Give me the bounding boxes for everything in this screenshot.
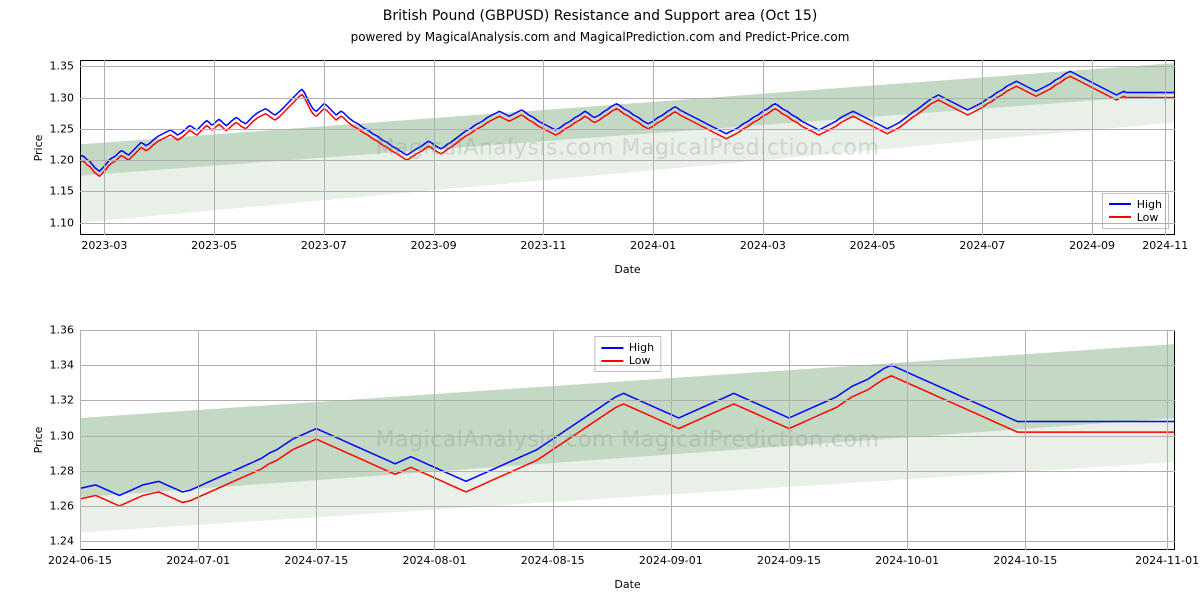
x-tick-label: 2024-07-01 (166, 550, 230, 567)
x-tick-label: 2024-06-15 (48, 550, 112, 567)
gridline (982, 60, 983, 235)
y-axis-label: Price (32, 427, 45, 454)
x-axis-label: Date (614, 578, 640, 591)
x-tick-label: 2024-11-01 (1135, 550, 1199, 567)
gridline (80, 541, 1175, 542)
gridline (763, 60, 764, 235)
x-tick-label: 2024-05 (850, 235, 896, 252)
x-tick-label: 2024-07-15 (284, 550, 348, 567)
x-tick-label: 2023-03 (81, 235, 127, 252)
top-plot-area: MagicalAnalysis.com MagicalPrediction.co… (80, 60, 1175, 235)
gridline (907, 330, 908, 550)
gridline (653, 60, 654, 235)
y-tick-label: 1.35 (50, 60, 81, 73)
x-tick-label: 2024-11 (1142, 235, 1188, 252)
x-tick-label: 2024-09 (1069, 235, 1115, 252)
gridline (80, 365, 1175, 366)
y-tick-label: 1.25 (50, 122, 81, 135)
gridline (80, 160, 1175, 161)
x-tick-label: 2024-10-15 (993, 550, 1057, 567)
x-tick-label: 2023-05 (191, 235, 237, 252)
y-tick-label: 1.34 (50, 359, 81, 372)
gridline (1092, 60, 1093, 235)
x-tick-label: 2024-08-15 (521, 550, 585, 567)
x-tick-label: 2023-09 (411, 235, 457, 252)
y-tick-label: 1.28 (50, 464, 81, 477)
y-tick-label: 1.32 (50, 394, 81, 407)
x-tick-label: 2024-01 (630, 235, 676, 252)
gridline (80, 129, 1175, 130)
gridline (80, 436, 1175, 437)
gridline (80, 191, 1175, 192)
top-legend: HighLow (1102, 193, 1169, 229)
y-tick-label: 1.20 (50, 154, 81, 167)
gridline (214, 60, 215, 235)
gridline (316, 330, 317, 550)
x-tick-label: 2023-11 (520, 235, 566, 252)
gridline (873, 60, 874, 235)
gridline (434, 60, 435, 235)
legend-item: High (1109, 198, 1162, 211)
bottom-chart-panel: MagicalAnalysis.com MagicalPrediction.co… (80, 330, 1175, 550)
gridline (789, 330, 790, 550)
x-tick-label: 2024-09-15 (757, 550, 821, 567)
gridline (198, 330, 199, 550)
x-tick-label: 2024-03 (740, 235, 786, 252)
legend-swatch (601, 347, 623, 349)
legend-swatch (1109, 216, 1131, 218)
bottom-plot-area: MagicalAnalysis.com MagicalPrediction.co… (80, 330, 1175, 550)
y-tick-label: 1.26 (50, 500, 81, 513)
gridline (80, 330, 1175, 331)
gridline (434, 330, 435, 550)
figure: British Pound (GBPUSD) Resistance and Su… (0, 0, 1200, 600)
gridline (671, 330, 672, 550)
x-tick-label: 2024-10-01 (875, 550, 939, 567)
gridline (543, 60, 544, 235)
legend-swatch (601, 360, 623, 362)
x-tick-label: 2024-08-01 (403, 550, 467, 567)
y-tick-label: 1.24 (50, 535, 81, 548)
y-tick-label: 1.10 (50, 216, 81, 229)
gridline (553, 330, 554, 550)
chart-title: British Pound (GBPUSD) Resistance and Su… (0, 8, 1200, 24)
gridline (324, 60, 325, 235)
y-tick-label: 1.30 (50, 429, 81, 442)
gridline (80, 98, 1175, 99)
gridline (80, 506, 1175, 507)
legend-label: High (629, 341, 654, 354)
y-tick-label: 1.30 (50, 91, 81, 104)
x-tick-label: 2023-07 (301, 235, 347, 252)
top-chart-panel: MagicalAnalysis.com MagicalPrediction.co… (80, 60, 1175, 235)
legend-label: High (1137, 198, 1162, 211)
gridline (80, 330, 81, 550)
gridline (80, 400, 1175, 401)
top-chart-svg (80, 60, 1175, 235)
gridline (1025, 330, 1026, 550)
gridline (1165, 60, 1166, 235)
gridline (80, 66, 1175, 67)
y-tick-label: 1.15 (50, 185, 81, 198)
gridline (80, 471, 1175, 472)
x-tick-label: 2024-09-01 (639, 550, 703, 567)
gridline (1167, 330, 1168, 550)
y-axis-label: Price (32, 134, 45, 161)
gridline (80, 223, 1175, 224)
x-tick-label: 2024-07 (959, 235, 1005, 252)
legend-swatch (1109, 203, 1131, 205)
gridline (104, 60, 105, 235)
legend-item: High (601, 341, 654, 354)
x-axis-label: Date (614, 263, 640, 276)
y-tick-label: 1.36 (50, 324, 81, 337)
bottom-legend: HighLow (594, 336, 661, 372)
chart-subtitle: powered by MagicalAnalysis.com and Magic… (0, 30, 1200, 44)
